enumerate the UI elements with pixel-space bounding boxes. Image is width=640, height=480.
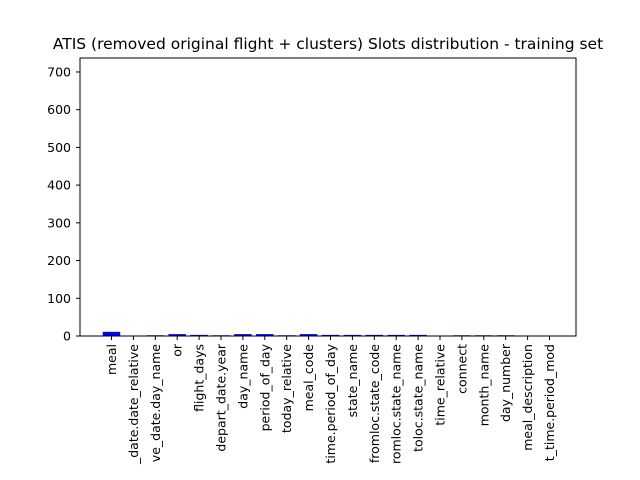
bar-12	[365, 334, 384, 336]
bar-0	[102, 331, 121, 336]
y-tick-label-5: 500	[47, 140, 71, 155]
y-axis: 0 100 200 300 400 500 600 700	[47, 64, 80, 344]
x-tick-label-2: ve_date.day_name	[148, 344, 163, 462]
x-tick-label-17: month_name	[476, 344, 491, 427]
bar-7	[256, 334, 274, 336]
y-tick-label-1: 100	[47, 291, 71, 306]
bar-11	[343, 334, 362, 336]
x-tick-label-19: meal_description	[520, 344, 535, 451]
x-tick-label-0: meal	[104, 344, 119, 375]
x-tick-label-20: t_time.period_mod	[542, 344, 557, 461]
bar-3	[168, 334, 186, 336]
y-tick-label-3: 300	[47, 215, 71, 230]
bar-9	[299, 334, 318, 336]
x-tick-label-16: connect	[454, 344, 469, 394]
x-tick-label-18: day_number	[498, 343, 513, 422]
x-tick-label-6: day_name	[235, 344, 250, 409]
x-tick-label-14: toloc.state_name	[411, 344, 426, 452]
bar-13	[387, 334, 405, 336]
y-tick-label-2: 200	[47, 253, 71, 268]
x-tick-label-7: period_of_day	[257, 343, 272, 431]
x-tick-label-4: flight_days	[192, 344, 207, 412]
y-tick-label-4: 400	[47, 178, 71, 193]
x-tick-label-5: depart_date.year	[214, 343, 229, 451]
bar-4	[190, 334, 208, 336]
chart-title: ATIS (removed original flight + clusters…	[53, 35, 603, 53]
x-tick-label-10: time.period_of_day	[323, 343, 338, 463]
bar-14	[409, 334, 427, 336]
bar-6	[234, 334, 252, 336]
y-tick-label-6: 600	[47, 102, 71, 117]
x-axis: meal _date.date_relative ve_date.day_name o…	[104, 336, 557, 465]
x-tick-label-15: time_relative	[433, 344, 448, 426]
y-tick-label-7: 700	[47, 64, 71, 79]
x-tick-label-9: meal_code	[301, 344, 316, 412]
x-tick-label-13: romloc.state_name	[389, 344, 404, 464]
y-tick-label-0: 0	[63, 329, 71, 344]
bar-10	[321, 334, 340, 336]
x-tick-label-1: _date.date_relative	[126, 344, 141, 465]
x-tick-label-8: today_relative	[279, 344, 294, 433]
x-tick-label-11: state_name	[345, 344, 360, 418]
x-tick-label-3: or	[170, 343, 185, 357]
x-tick-label-12: fromloc.state_code	[367, 344, 382, 463]
plot-frame	[79, 57, 577, 337]
